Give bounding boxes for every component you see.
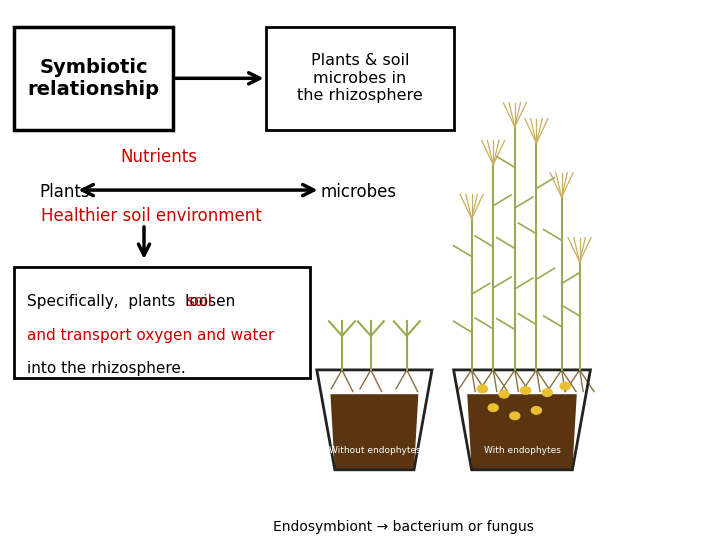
Circle shape [531,407,541,414]
Text: into the rhizosphere.: into the rhizosphere. [27,361,186,376]
Polygon shape [467,394,577,470]
Circle shape [521,387,531,394]
Bar [14,27,173,130]
Text: With endophytes: With endophytes [484,447,560,455]
Polygon shape [317,370,432,394]
Text: Endosymbiont → bacterium or fungus: Endosymbiont → bacterium or fungus [273,519,534,534]
Text: Without endophytes: Without endophytes [328,447,420,455]
Text: soil: soil [186,294,212,309]
Circle shape [488,404,498,411]
Text: Specifically,  plants  loosen: Specifically, plants loosen [27,294,240,309]
Polygon shape [330,394,418,470]
Circle shape [510,412,520,420]
Circle shape [499,390,509,398]
Polygon shape [454,370,590,394]
Bar [14,267,310,378]
Text: Plants & soil
microbes in
the rhizosphere: Plants & soil microbes in the rhizospher… [297,53,423,103]
Text: microbes: microbes [320,183,397,201]
Bar [266,27,454,130]
Circle shape [542,389,552,396]
Text: Nutrients: Nutrients [120,147,197,166]
Text: Symbiotic
relationship: Symbiotic relationship [27,58,160,99]
Circle shape [560,382,570,390]
Text: Plants: Plants [40,183,90,201]
Text: and transport oxygen and water: and transport oxygen and water [27,328,275,343]
Circle shape [477,385,487,393]
Text: Healthier soil environment: Healthier soil environment [41,207,261,225]
